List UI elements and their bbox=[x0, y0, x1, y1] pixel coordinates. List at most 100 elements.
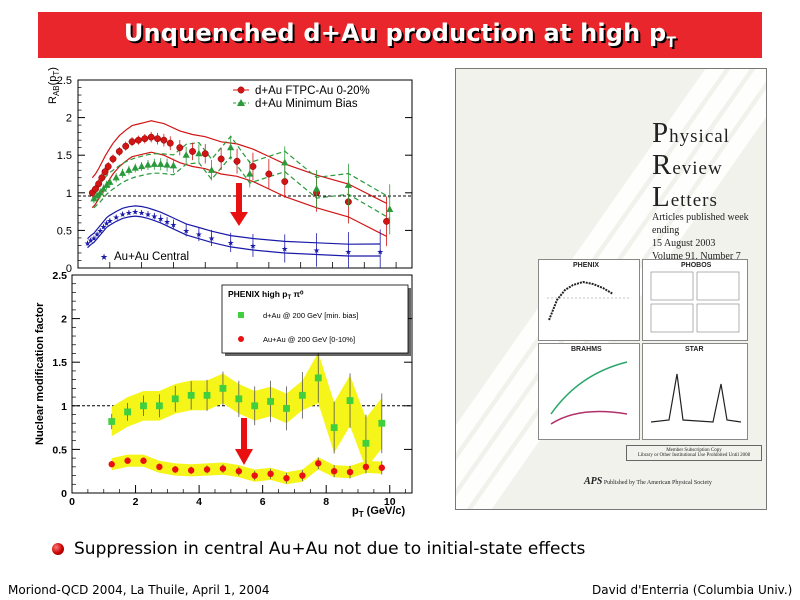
legend-label-phenix-auau: Au+Au @ 200 GeV [0-10%] bbox=[263, 335, 355, 344]
top-point-auau-central: ★ bbox=[103, 219, 110, 228]
bottom-legend: PHENIX high pT π⁰ d+Au @ 200 GeV [min. b… bbox=[221, 284, 411, 356]
top-point-auau-central: ★ bbox=[163, 217, 170, 226]
top-point-auau-central: ★ bbox=[313, 246, 320, 255]
top-point-auau-central: ★ bbox=[119, 210, 126, 219]
top-point-dau-minbias bbox=[150, 160, 158, 167]
top-point-auau-central: ★ bbox=[144, 210, 151, 219]
top-band-upper bbox=[91, 120, 387, 204]
cover-panel-brahms: BRAHMS bbox=[538, 343, 640, 440]
top-point-auau-central: ★ bbox=[281, 244, 288, 253]
journal-cover: Physical Review Letters Articles publish… bbox=[455, 68, 767, 510]
legend-label-dau-ftpc: d+Au FTPC-Au 0-20% bbox=[255, 85, 370, 97]
top-point-dau-minbias bbox=[386, 205, 394, 212]
top-point-dau-ftpc bbox=[128, 138, 136, 146]
issue-info: Articles published week ending 15 August… bbox=[652, 212, 749, 262]
top-point-auau-central: ★ bbox=[93, 230, 100, 239]
top-point-auau-central: ★ bbox=[138, 208, 145, 217]
top-point-dau-ftpc bbox=[189, 147, 196, 155]
top-point-dau-ftpc bbox=[281, 178, 289, 185]
bottom-point-auau-central bbox=[124, 457, 131, 464]
top-band-upper bbox=[87, 205, 381, 245]
bottom-point-auau-central bbox=[251, 472, 258, 479]
top-y-tick-label: 1.5 bbox=[57, 150, 72, 162]
top-point-dau-minbias bbox=[99, 185, 108, 192]
footer-conference: Moriond-QCD 2004, La Thuile, April 1, 20… bbox=[8, 583, 270, 597]
top-point-auau-central: ★ bbox=[84, 239, 91, 248]
top-point-dau-minbias bbox=[182, 151, 190, 158]
bottom-systematic-band bbox=[111, 352, 382, 469]
bottom-x-tick-label: 6 bbox=[260, 496, 266, 508]
top-point-dau-minbias bbox=[144, 160, 152, 168]
legend-marker-auau-central: ★ bbox=[100, 252, 108, 262]
bottom-point-auau-central bbox=[330, 468, 338, 475]
bottom-x-tick-label: 0 bbox=[69, 496, 75, 508]
bottom-point-auau-central bbox=[267, 470, 274, 478]
top-point-dau-ftpc bbox=[201, 150, 209, 158]
bottom-point-auau-central bbox=[219, 465, 227, 472]
bottom-x-tick-label: 4 bbox=[196, 496, 202, 508]
top-point-auau-central: ★ bbox=[249, 241, 256, 250]
top-point-auau-central: ★ bbox=[157, 214, 164, 223]
top-point-auau-central: ★ bbox=[132, 208, 139, 217]
bottom-point-dau-minbias bbox=[124, 408, 132, 416]
top-point-auau-central: ★ bbox=[377, 247, 384, 256]
bottom-point-auau-central bbox=[299, 472, 306, 479]
top-point-dau-ftpc bbox=[176, 144, 184, 152]
bottom-y-tick-label: 1.5 bbox=[52, 357, 67, 369]
cover-panel-phobos: PHOBOS bbox=[642, 259, 748, 341]
legend-label-auau-central: Au+Au Central bbox=[114, 251, 189, 263]
bottom-point-auau-central bbox=[108, 461, 115, 468]
bottom-point-auau-central bbox=[203, 466, 211, 473]
bottom-point-auau-central bbox=[283, 474, 290, 482]
bottom-legend-title: PHENIX high pT π⁰ bbox=[228, 289, 304, 301]
bottom-point-dau-minbias bbox=[171, 395, 179, 403]
top-point-dau-ftpc bbox=[122, 142, 130, 150]
subscription-notice: Member Subscription Copy Library or Othe… bbox=[626, 445, 762, 461]
bottom-point-dau-minbias bbox=[108, 418, 116, 425]
top-suppression-arrow bbox=[230, 183, 248, 226]
top-point-dau-ftpc bbox=[233, 157, 241, 165]
top-y-tick-label: 2.5 bbox=[57, 75, 72, 87]
top-point-dau-ftpc bbox=[92, 185, 99, 193]
bottom-point-dau-minbias bbox=[251, 402, 259, 410]
summary-bullet: Suppression in central Au+Au not due to … bbox=[52, 539, 585, 559]
footer-author: David d'Enterria (Columbia Univ.) bbox=[592, 583, 793, 597]
top-point-auau-central: ★ bbox=[125, 208, 132, 217]
top-point-dau-minbias bbox=[344, 181, 352, 188]
top-point-dau-ftpc bbox=[160, 136, 168, 144]
top-point-dau-minbias bbox=[138, 162, 146, 170]
top-y-tick-label: 1 bbox=[66, 188, 72, 200]
bottom-suppression-arrow bbox=[235, 418, 253, 465]
bottom-point-dau-minbias bbox=[346, 397, 354, 404]
aps-publisher: APS Published by The American Physical S… bbox=[584, 476, 712, 487]
top-point-auau-central: ★ bbox=[227, 238, 234, 247]
bottom-point-dau-minbias bbox=[330, 424, 338, 431]
top-point-dau-ftpc bbox=[109, 155, 117, 163]
bottom-point-auau-central bbox=[315, 460, 322, 467]
top-point-dau-ftpc bbox=[95, 180, 103, 188]
bottom-x-tick-label: 8 bbox=[323, 496, 329, 508]
top-point-dau-ftpc bbox=[217, 155, 225, 163]
top-point-auau-central: ★ bbox=[90, 234, 97, 243]
bottom-point-auau-central bbox=[362, 463, 370, 471]
bottom-point-dau-minbias bbox=[298, 391, 306, 399]
top-point-dau-minbias bbox=[118, 169, 127, 176]
top-point-dau-minbias bbox=[125, 166, 133, 173]
top-y-tick-label: 0 bbox=[66, 263, 72, 275]
legend-label-dau-minbias: d+Au Minimum Bias bbox=[255, 98, 358, 110]
bottom-point-dau-minbias bbox=[267, 398, 274, 405]
top-point-dau-ftpc bbox=[98, 174, 106, 182]
bottom-x-tick-label: 10 bbox=[384, 496, 396, 508]
top-band-lower bbox=[87, 215, 381, 257]
bottom-point-dau-minbias bbox=[203, 391, 211, 399]
top-point-dau-ftpc bbox=[141, 135, 149, 143]
bottom-y-tick-label: 0 bbox=[61, 488, 67, 500]
top-point-dau-ftpc bbox=[147, 133, 155, 141]
top-y-axis-label: RAB(pT) bbox=[47, 67, 61, 104]
top-point-dau-ftpc bbox=[265, 170, 273, 178]
legend-label-phenix-dau: d+Au @ 200 GeV [min. bias] bbox=[263, 311, 358, 320]
top-point-auau-central: ★ bbox=[106, 217, 113, 226]
top-chart: 00.511.522.5 ★★★★★★★★ ★ ★ ★ ★ ★ ★ ★ ★ ★ ★★ ★ ★★ ★ ★ ★ ★ ★… bbox=[47, 67, 413, 275]
top-point-dau-ftpc bbox=[166, 139, 174, 147]
